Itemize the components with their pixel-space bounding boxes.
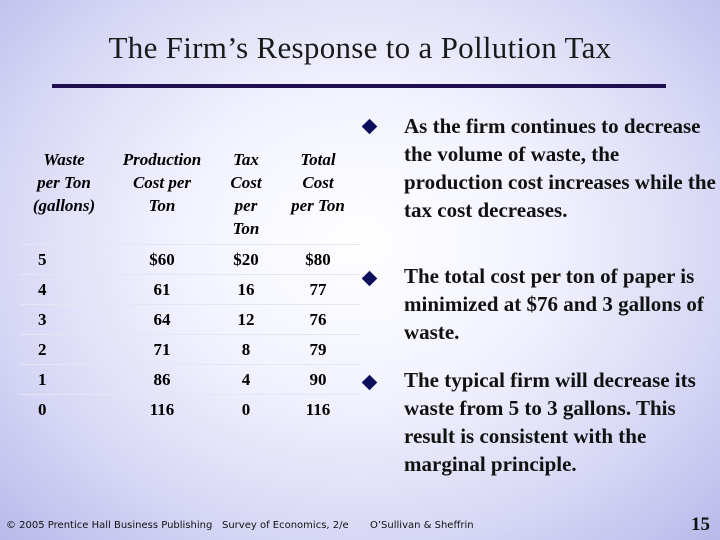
cell-waste: 2 bbox=[20, 334, 108, 365]
bullet-text: As the firm continues to decrease the vo… bbox=[404, 114, 716, 222]
cell-total-cost: 116 bbox=[276, 394, 360, 424]
cell-production-cost: 86 bbox=[108, 364, 216, 395]
title-underline bbox=[52, 84, 666, 88]
header-production-cost: Production Cost per Ton bbox=[122, 150, 202, 215]
cell-waste: 5 bbox=[20, 244, 108, 275]
cell-total-cost: 90 bbox=[276, 364, 360, 395]
cell-waste: 1 bbox=[20, 364, 108, 395]
cell-production-cost: 64 bbox=[108, 304, 216, 335]
header-tax-cost: Tax Cost per Ton bbox=[230, 150, 262, 238]
table-row: 1 86 4 90 bbox=[20, 364, 360, 395]
cell-waste: 4 bbox=[20, 274, 108, 305]
footer-book-title: Survey of Economics, 2/e bbox=[222, 520, 349, 531]
table-row: 3 64 12 76 bbox=[20, 304, 360, 335]
cost-table: Waste per Ton (gallons) Production Cost … bbox=[20, 148, 360, 424]
table-header-row: Waste per Ton (gallons) Production Cost … bbox=[20, 148, 360, 245]
cell-tax-cost: 12 bbox=[216, 304, 276, 335]
table-row: 4 61 16 77 bbox=[20, 274, 360, 305]
cell-tax-cost: 0 bbox=[216, 394, 276, 424]
cell-total-cost: 76 bbox=[276, 304, 360, 335]
cell-production-cost: 71 bbox=[108, 334, 216, 365]
page-number: 15 bbox=[691, 514, 710, 535]
table-row: 0 116 0 116 bbox=[20, 394, 360, 424]
cell-total-cost: $80 bbox=[276, 244, 360, 275]
cell-tax-cost: 8 bbox=[216, 334, 276, 365]
bullet-text: The typical firm will decrease its waste… bbox=[404, 368, 696, 476]
diamond-bullet-icon bbox=[361, 374, 378, 391]
footer-authors: O’Sullivan & Sheffrin bbox=[370, 520, 474, 531]
cell-waste: 0 bbox=[20, 394, 108, 424]
cell-production-cost: 116 bbox=[108, 394, 216, 424]
footer-copyright: © 2005 Prentice Hall Business Publishing bbox=[6, 520, 213, 531]
header-waste: Waste per Ton (gallons) bbox=[32, 150, 96, 215]
bullet-text: The total cost per ton of paper is minim… bbox=[404, 264, 704, 344]
cell-total-cost: 77 bbox=[276, 274, 360, 305]
cell-production-cost: 61 bbox=[108, 274, 216, 305]
cell-tax-cost: 4 bbox=[216, 364, 276, 395]
diamond-bullet-icon bbox=[361, 118, 378, 135]
cell-tax-cost: 16 bbox=[216, 274, 276, 305]
table-row: 5 $60 $20 $80 bbox=[20, 244, 360, 275]
diamond-bullet-icon bbox=[361, 270, 378, 287]
slide-title: The Firm’s Response to a Pollution Tax bbox=[108, 30, 612, 65]
cell-tax-cost: $20 bbox=[216, 244, 276, 275]
table-row: 2 71 8 79 bbox=[20, 334, 360, 365]
cell-production-cost: $60 bbox=[108, 244, 216, 275]
header-total-cost: Total Cost per Ton bbox=[291, 150, 345, 215]
cell-waste: 3 bbox=[20, 304, 108, 335]
cell-total-cost: 79 bbox=[276, 334, 360, 365]
